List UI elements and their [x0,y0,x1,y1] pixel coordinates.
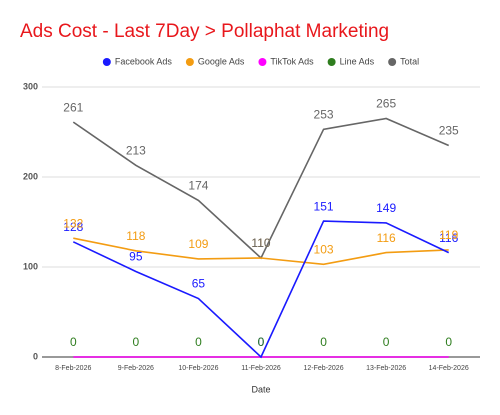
legend-label: Line Ads [340,56,375,66]
y-tick-label: 100 [23,261,38,271]
legend-marker [258,58,267,66]
series-line [73,237,449,266]
data-label: 0 [383,335,390,349]
y-tick-label: 300 [23,81,38,91]
data-label: 118 [126,229,145,243]
data-label: 0 [320,335,327,349]
x-tick-label: 9-Feb-2026 [118,365,154,372]
x-tick-label: 11-Feb-2026 [241,365,281,372]
x-tick-label: 10-Feb-2026 [178,365,218,372]
data-label: 95 [129,250,143,264]
data-label: 65 [192,277,206,291]
data-label: 116 [439,231,458,245]
x-tick-label: 8-Feb-2026 [55,365,91,372]
data-label: 0 [258,335,265,349]
data-label: 128 [63,220,83,234]
data-label: 110 [251,236,270,250]
x-axis-label: Date [251,384,270,394]
legend-marker [102,58,111,66]
legend-marker [327,58,336,66]
data-label: 265 [376,97,396,111]
legend-marker [185,58,194,66]
data-label: 174 [188,179,208,193]
x-tick-label: 14-Feb-2026 [429,365,469,372]
data-label: 253 [314,107,334,121]
data-label: 132 [63,216,83,230]
data-label: 0 [195,335,202,349]
series-line [72,220,450,359]
data-label: 149 [376,201,396,215]
data-label: 0 [133,335,140,349]
legend-label: Google Ads [198,56,245,66]
data-label: 261 [63,100,83,114]
data-label: 116 [377,231,396,245]
y-tick-label: 200 [23,171,38,181]
data-label: 0 [70,335,77,349]
y-tick-label: 0 [33,351,38,361]
legend: Facebook Ads Google Ads TikTok Ads Line Ads… [102,56,419,66]
chart-title: Ads Cost - Last 7Day > Pollaphat Marketi… [20,21,389,42]
data-label: 103 [314,242,334,256]
data-label: 151 [314,199,334,213]
legend-label: TikTok Ads [270,56,314,66]
data-label: 109 [188,237,208,251]
data-label: 0 [445,335,452,349]
legend-label: Total [400,56,419,66]
legend-marker [388,58,397,66]
x-tick-label: 13-Feb-2026 [366,365,406,372]
legend-label: Facebook Ads [115,56,173,66]
x-tick-label: 12-Feb-2026 [304,365,344,372]
data-label: 119 [439,228,458,242]
data-label: 0 [258,335,265,349]
data-label: 213 [126,143,146,157]
data-label: 110 [251,236,270,250]
data-label: 235 [439,124,459,138]
